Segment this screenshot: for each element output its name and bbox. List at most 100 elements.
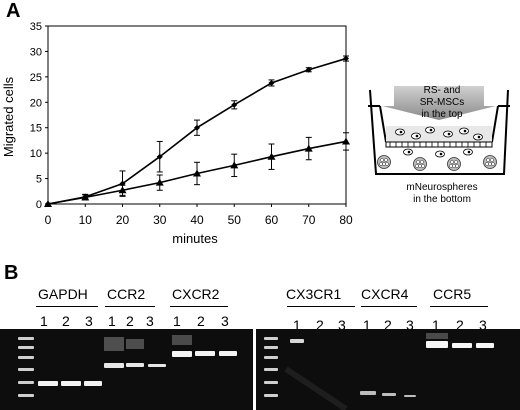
gel-image-right [256, 329, 520, 410]
gene-label-ccr5: CCR5 [433, 286, 472, 302]
x-tick-label: 0 [45, 213, 52, 227]
neurosphere-cell [450, 160, 454, 164]
y-tick-label: 30 [30, 46, 42, 58]
gene-label-cxcr2: CXCR2 [172, 286, 220, 302]
data-point-triangle [342, 137, 350, 145]
data-point-diamond [305, 66, 312, 73]
msc-nucleus [399, 130, 403, 134]
neurosphere-cell [382, 162, 386, 166]
neurosphere-cell [385, 162, 389, 166]
neurosphere-cell [379, 162, 383, 166]
lane-number: 1 [108, 313, 116, 329]
gel-image-left [0, 329, 253, 410]
y-tick-label: 35 [30, 21, 42, 33]
neurosphere-cell [452, 164, 456, 168]
x-tick-label: 10 [79, 213, 93, 227]
lane-number: 2 [197, 313, 205, 329]
lane-number: 2 [316, 317, 324, 333]
neurosphere-cell [454, 160, 458, 164]
data-point-triangle [193, 169, 201, 177]
lane-number: 2 [62, 313, 70, 329]
neurosphere [483, 155, 497, 169]
y-tick-label: 5 [36, 174, 42, 186]
data-point-diamond [343, 55, 349, 62]
panel-a-label: A [6, 0, 21, 22]
data-point-diamond [194, 124, 200, 131]
x-tick-label: 30 [153, 213, 167, 227]
msc-nucleus [407, 150, 411, 154]
neurosphere-cell [485, 162, 489, 166]
x-tick-label: 50 [228, 213, 242, 227]
neurosphere-cell [449, 164, 453, 168]
data-point-diamond [268, 79, 275, 86]
schematic-top-text-2: SR-MSCs [420, 97, 464, 108]
neurosphere-cell [416, 160, 420, 164]
lane-number: 1 [173, 313, 181, 329]
insert-wall-right [491, 105, 499, 143]
panel-b-label: B [4, 262, 19, 284]
lane-number: 3 [221, 313, 229, 329]
underline-cxcr2 [170, 306, 228, 307]
schematic-top-text-3: in the top [421, 109, 463, 120]
x-tick-label: 20 [116, 213, 130, 227]
underline-ccr5 [430, 306, 488, 307]
underline-ccr2 [105, 306, 155, 307]
x-tick-label: 80 [339, 213, 353, 227]
data-point-triangle [81, 193, 90, 201]
membrane [385, 141, 493, 148]
x-tick-label: 70 [302, 213, 316, 227]
gene-label-gapdh: GAPDH [38, 286, 88, 302]
msc-nucleus [463, 129, 467, 133]
lane-number: 3 [338, 317, 346, 333]
x-tick-label: 60 [265, 213, 279, 227]
neurosphere-cell [415, 164, 419, 168]
msc-nucleus [447, 132, 451, 136]
underline-cxcr4 [361, 306, 417, 307]
lane-number: 3 [479, 317, 487, 333]
gene-label-cx3cr1: CX3CR1 [286, 286, 342, 302]
neurosphere-cell [421, 164, 425, 168]
neurosphere-cell [384, 158, 388, 162]
insert-wall-left [379, 105, 387, 143]
neurosphere-cell [380, 158, 384, 162]
lane-number: 2 [456, 317, 464, 333]
data-point-triangle [304, 144, 313, 152]
chart-series [44, 55, 350, 207]
lane-number: 2 [384, 317, 392, 333]
outer-well [369, 89, 509, 175]
chart-axes: 0 5 10 15 20 25 30 35 0 10 20 30 40 50 60 70 80 [30, 21, 353, 227]
gene-label-cxcr4: CXCR4 [361, 286, 409, 302]
x-axis-label: minutes [172, 231, 218, 246]
lane-number: 1 [40, 313, 48, 329]
neurosphere-cell [486, 158, 490, 162]
data-point-triangle [118, 186, 127, 194]
lane-number: 3 [146, 313, 154, 329]
neurosphere-cell [418, 164, 422, 168]
lane-number: 3 [406, 317, 414, 333]
data-point-diamond [231, 101, 238, 108]
neurosphere-cell [455, 164, 459, 168]
msc-cells [395, 126, 483, 158]
downward-arrow-icon [382, 86, 496, 120]
underline-gapdh [36, 306, 98, 307]
msc-nucleus [439, 152, 443, 156]
y-tick-label: 10 [30, 148, 42, 160]
lane-number: 3 [85, 313, 93, 329]
data-point-triangle [44, 200, 52, 207]
data-point-diamond [156, 153, 163, 160]
msc-nucleus [467, 150, 471, 154]
schematic-bottom-text-2: in the bottom [413, 194, 471, 205]
gene-label-ccr2: CCR2 [107, 286, 146, 302]
neurosphere-cell [488, 162, 492, 166]
neurosphere-cell [490, 158, 494, 162]
y-tick-label: 20 [30, 97, 42, 109]
transwell-schematic: RS- and SR-MSCs in the top mNeurospheres… [368, 85, 510, 205]
lane-number: 2 [126, 313, 134, 329]
neurosphere-cell [491, 162, 495, 166]
lane-number: 1 [293, 317, 301, 333]
neurosphere [377, 155, 391, 169]
lane-number: 1 [363, 317, 371, 333]
data-point-triangle [267, 152, 276, 160]
msc-nucleus [477, 135, 481, 139]
underline-cx3cr1 [287, 306, 355, 307]
